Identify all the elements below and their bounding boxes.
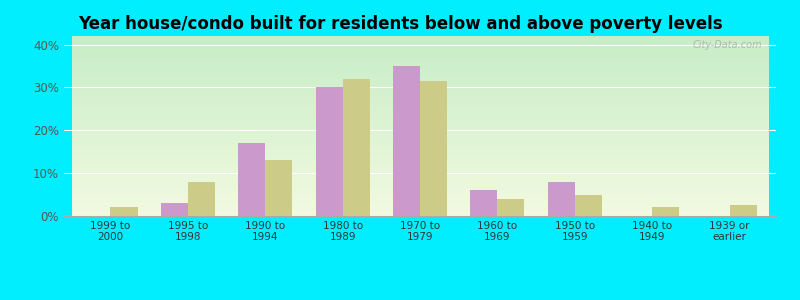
Bar — [574, 195, 602, 216]
Bar — [498, 199, 525, 216]
Text: City-Data.com: City-Data.com — [692, 40, 762, 50]
Bar — [470, 190, 498, 216]
Bar — [548, 182, 574, 216]
Bar — [730, 205, 757, 216]
Text: Year house/condo built for residents below and above poverty levels: Year house/condo built for residents bel… — [78, 15, 722, 33]
Bar — [110, 207, 138, 216]
Bar — [315, 87, 342, 216]
Bar — [420, 81, 447, 216]
Bar — [342, 79, 370, 216]
Bar — [238, 143, 266, 216]
Bar — [652, 207, 679, 216]
Bar — [266, 160, 292, 216]
Bar — [161, 203, 188, 216]
Bar — [393, 66, 420, 216]
Bar — [188, 182, 215, 216]
